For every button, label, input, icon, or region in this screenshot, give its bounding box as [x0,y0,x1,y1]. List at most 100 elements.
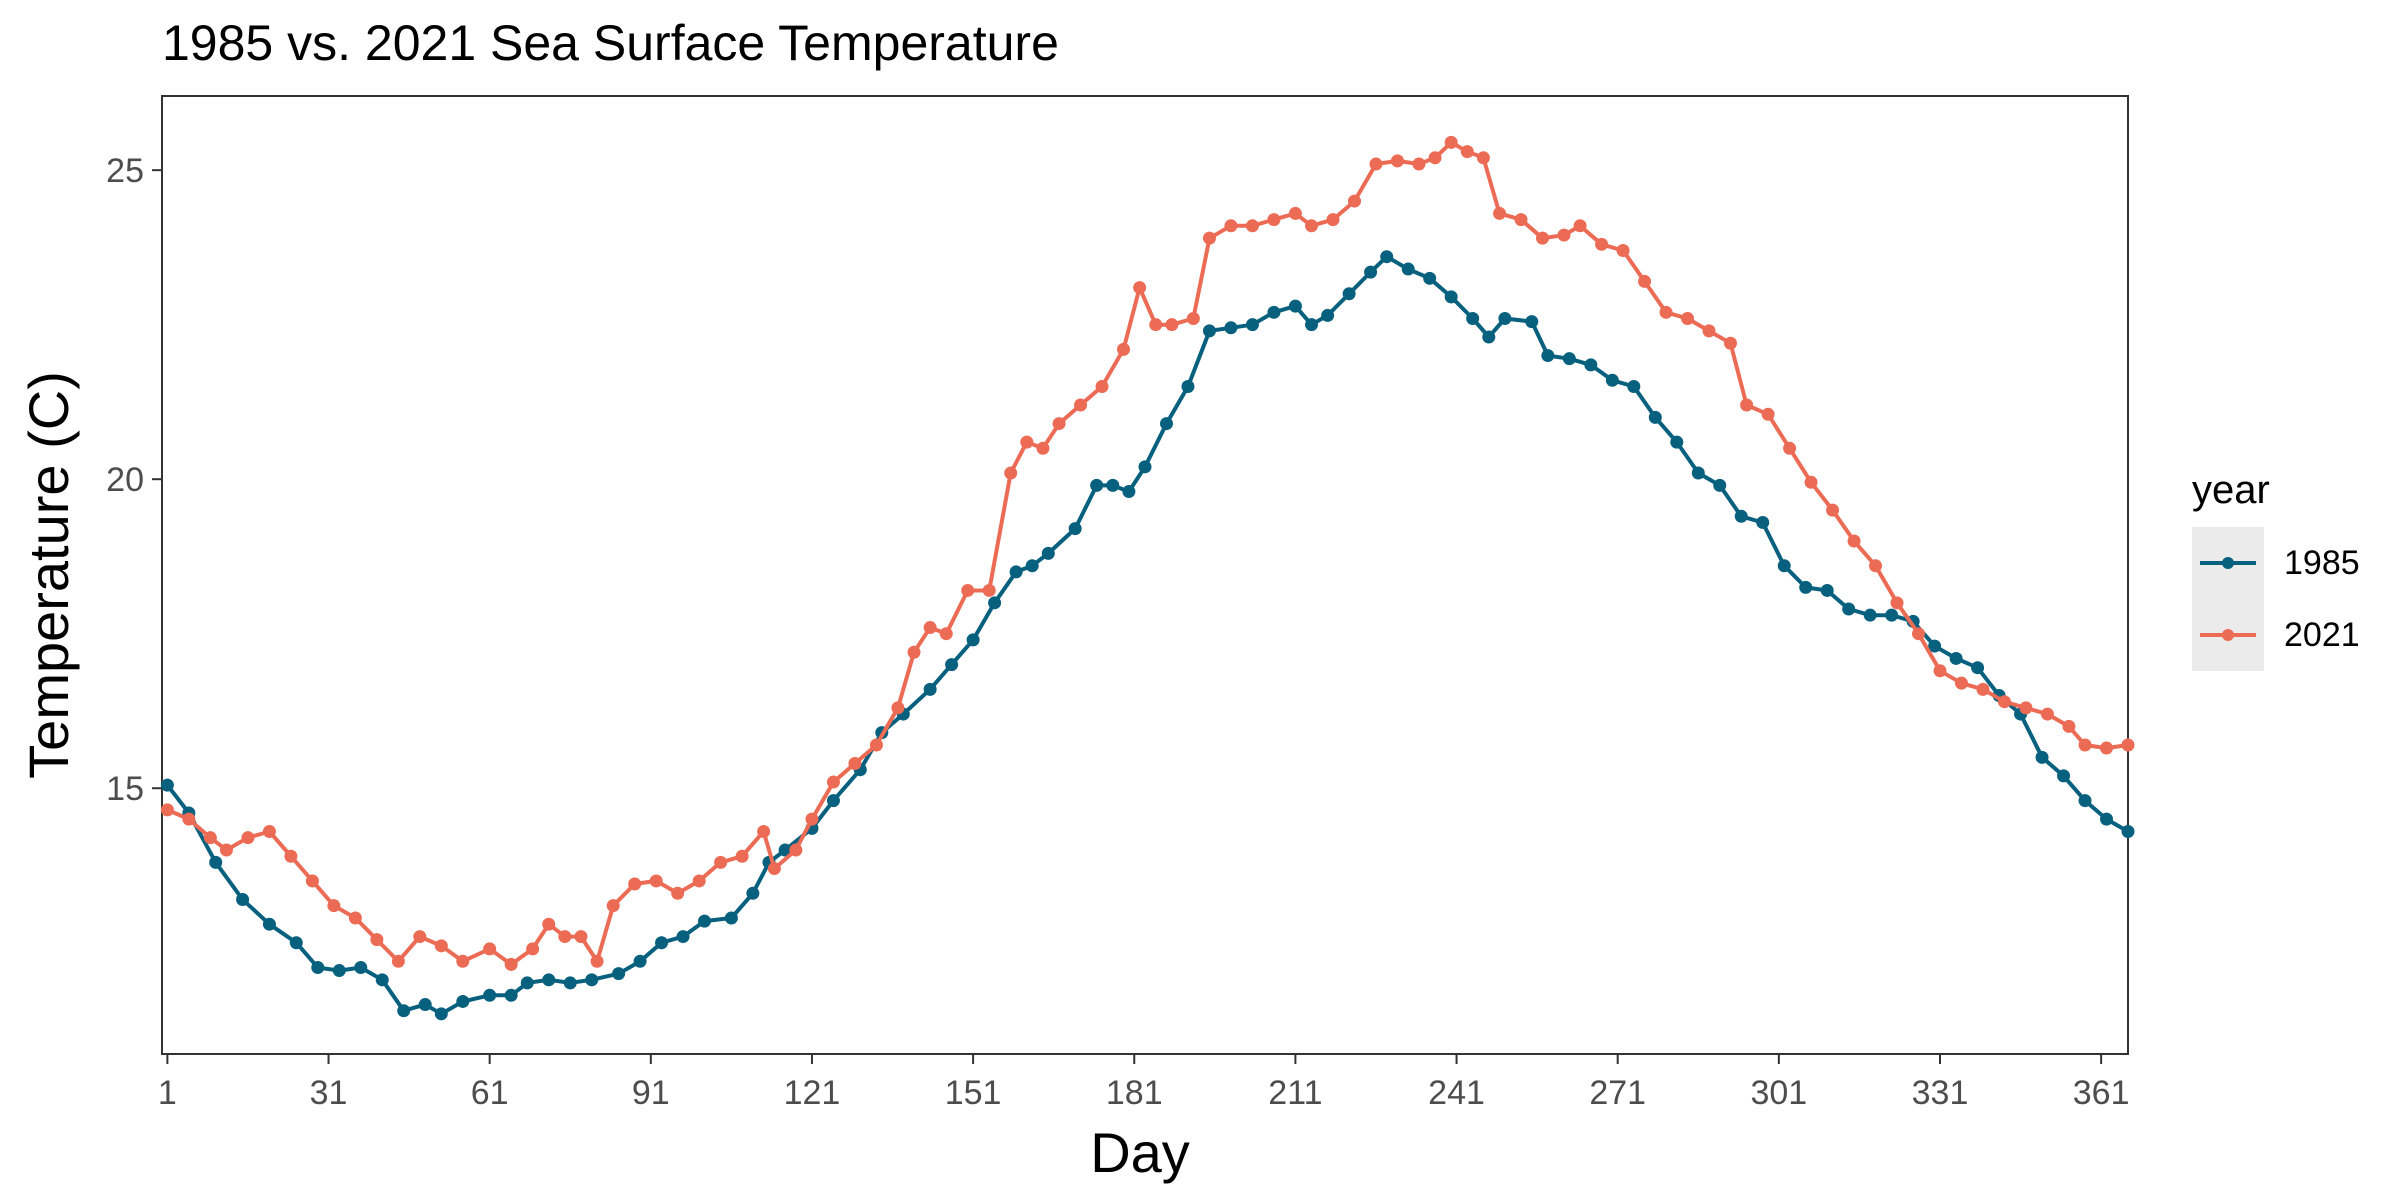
data-point-2021 [1020,435,1034,449]
data-point-1985 [434,1007,448,1021]
legend: year 1985 2021 [2192,468,2360,671]
data-point-2021 [1369,157,1383,171]
data-point-1985 [1842,602,1856,616]
data-point-2021 [1514,213,1528,227]
data-point-1985 [456,994,470,1008]
data-point-1985 [1670,435,1684,449]
data-point-2021 [2100,741,2114,755]
data-point-2021 [805,812,819,826]
data-point-1985 [1122,485,1136,499]
data-point-2021 [1573,219,1587,233]
data-point-1985 [1305,318,1319,332]
data-point-2021 [1476,151,1490,165]
data-point-2021 [1740,398,1754,412]
data-point-1985 [1401,262,1415,276]
data-point-1985 [1342,287,1356,301]
data-point-1985 [1820,583,1834,597]
x-tick-label: 241 [1428,1074,1485,1112]
data-point-2021 [1557,228,1571,242]
data-point-2021 [1149,318,1163,332]
data-point-1985 [1138,460,1152,474]
data-point-2021 [939,627,953,641]
x-tick-label: 361 [2073,1074,2130,1112]
data-point-2021 [1390,154,1404,168]
data-point-2021 [1783,441,1797,455]
data-point-2021 [1826,503,1840,517]
y-tick-label: 15 [106,770,144,808]
data-point-2021 [2040,707,2054,721]
data-point-1985 [1863,608,1877,622]
data-point-1985 [160,778,174,792]
data-point-2021 [628,877,642,891]
data-point-1985 [1498,312,1512,326]
data-point-2021 [590,954,604,968]
data-point-2021 [327,899,341,913]
data-point-1985 [1605,373,1619,387]
data-point-2021 [1267,213,1281,227]
data-point-1985 [262,917,276,931]
data-point-2021 [826,775,840,789]
data-point-2021 [649,874,663,888]
data-point-1985 [1423,271,1437,285]
data-point-2021 [1724,336,1738,350]
data-point-2021 [907,645,921,659]
data-point-2021 [767,862,781,876]
data-point-1985 [2078,794,2092,808]
data-point-1985 [923,682,937,696]
data-point-2021 [2019,701,2033,715]
data-point-1985 [1627,379,1641,393]
data-point-2021 [391,954,405,968]
legend-label-1985: 1985 [2284,544,2360,582]
data-point-1985 [1466,312,1480,326]
series-2021 [160,135,2135,971]
data-point-2021 [1444,135,1458,149]
data-point-2021 [1117,342,1131,356]
data-point-1985 [542,973,556,987]
data-point-2021 [692,874,706,888]
x-tick-label: 121 [784,1074,841,1112]
data-point-2021 [1761,407,1775,421]
data-point-2021 [262,824,276,838]
data-point-2021 [1616,244,1630,258]
data-point-1985 [746,886,760,900]
x-tick-label: 211 [1268,1074,1322,1112]
data-point-1985 [563,976,577,990]
data-point-2021 [182,812,196,826]
data-point-2021 [558,930,572,944]
x-axis: 1 31 61 91 121 151 181 211 241 271 301 331 361 [158,1054,2130,1112]
data-point-1985 [311,960,325,974]
data-point-1985 [1928,639,1942,653]
chart-title: 1985 vs. 2021 Sea Surface Temperature [162,15,1059,71]
data-point-1985 [826,794,840,808]
x-tick-label: 61 [471,1074,509,1112]
data-point-1985 [1025,559,1039,573]
data-point-1985 [2057,769,2071,783]
data-point-2021 [1347,194,1361,208]
data-point-2021 [1659,305,1673,319]
data-point-1985 [1202,324,1216,338]
data-point-2021 [735,849,749,863]
data-point-1985 [966,633,980,647]
data-point-1985 [724,911,738,925]
data-point-2021 [1460,145,1474,159]
data-point-2021 [483,942,497,956]
x-tick-label: 271 [1589,1074,1646,1112]
plot-panel [161,95,2129,1055]
data-point-2021 [1326,213,1340,227]
data-point-1985 [397,1004,411,1018]
data-point-2021 [1493,206,1507,220]
legend-label-2021: 2021 [2284,616,2360,654]
data-point-1985 [1541,349,1555,363]
data-point-1985 [418,998,432,1012]
legend-swatch-2021 [2192,599,2264,671]
y-tick-label: 20 [106,461,144,499]
data-point-2021 [1036,441,1050,455]
data-point-2021 [1954,676,1968,690]
data-point-2021 [1869,559,1883,573]
data-point-1985 [1777,559,1791,573]
data-point-1985 [1009,565,1023,579]
data-point-1985 [1068,522,1082,536]
data-point-2021 [348,911,362,925]
data-point-2021 [982,583,996,597]
x-tick-label: 301 [1750,1074,1807,1112]
